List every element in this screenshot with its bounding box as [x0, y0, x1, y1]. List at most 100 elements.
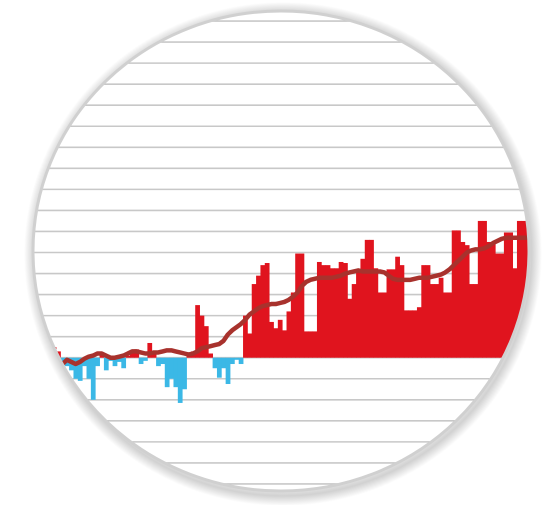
- bar: [499, 253, 505, 358]
- bar: [308, 331, 314, 358]
- bar: [360, 258, 366, 358]
- bar: [395, 256, 400, 358]
- bar: [164, 357, 170, 388]
- bar: [43, 357, 48, 362]
- bar: [330, 268, 335, 358]
- bar: [177, 357, 183, 403]
- bar: [343, 263, 348, 358]
- bar: [282, 330, 287, 358]
- bar: [216, 357, 222, 378]
- bar: [195, 305, 200, 358]
- bar: [221, 357, 227, 369]
- bar: [516, 220, 522, 358]
- bar: [173, 357, 179, 388]
- bar: [73, 357, 79, 379]
- bar: [212, 357, 218, 369]
- bar: [60, 357, 66, 362]
- bar: [430, 284, 435, 358]
- smoothed-line: [33, 235, 529, 380]
- bar: [338, 261, 344, 358]
- bar: [408, 310, 414, 358]
- bar: [447, 292, 453, 358]
- bar: [451, 230, 457, 358]
- bar: [243, 315, 248, 358]
- bar: [443, 292, 448, 358]
- bar: [38, 357, 44, 371]
- bar: [347, 298, 353, 358]
- bar: [316, 261, 322, 358]
- bar: [273, 328, 279, 358]
- bar: [412, 310, 418, 358]
- bar: [247, 333, 253, 358]
- bar: [34, 357, 40, 396]
- bar-series: [33, 220, 529, 403]
- bar: [256, 275, 261, 358]
- bar: [386, 269, 392, 358]
- bar: [390, 269, 396, 358]
- bar: [208, 353, 214, 358]
- bar: [33, 357, 35, 386]
- bar: [469, 284, 474, 358]
- bar: [512, 268, 518, 358]
- bar: [238, 357, 244, 365]
- bar: [351, 284, 357, 358]
- bar: [269, 321, 274, 358]
- bar: [325, 265, 331, 358]
- lens-rim: [31, 9, 531, 493]
- bar: [251, 284, 257, 358]
- bar: [434, 284, 440, 358]
- bar: [116, 357, 122, 362]
- bar: [416, 307, 422, 358]
- bar: [77, 357, 83, 381]
- bar: [425, 265, 431, 358]
- bar: [473, 284, 479, 358]
- bar: [495, 253, 500, 358]
- lens-background: [33, 11, 529, 491]
- bar: [290, 292, 296, 358]
- bar: [90, 357, 96, 400]
- bar: [503, 232, 509, 358]
- bar: [130, 351, 135, 358]
- bar: [286, 311, 292, 358]
- bar: [295, 253, 300, 358]
- bar: [303, 331, 309, 358]
- bar: [508, 232, 514, 358]
- bar: [373, 268, 379, 358]
- bar: [356, 269, 361, 358]
- bar: [121, 357, 127, 369]
- bar: [321, 265, 327, 358]
- bar: [86, 357, 92, 379]
- bar: [421, 265, 427, 358]
- bar: [112, 357, 118, 367]
- bar: [143, 357, 148, 361]
- bar: [103, 357, 109, 371]
- bar: [182, 357, 187, 390]
- bar: [277, 319, 283, 358]
- bar: [230, 357, 235, 365]
- bar: [477, 220, 483, 358]
- bar: [95, 357, 100, 367]
- bar: [364, 239, 370, 358]
- bar: [521, 220, 527, 358]
- bar: [399, 265, 405, 358]
- bar: [260, 265, 266, 358]
- bar: [369, 239, 374, 358]
- bar: [82, 357, 87, 367]
- bar: [299, 253, 305, 358]
- bar: [382, 292, 387, 358]
- bar: [334, 268, 340, 358]
- bar: [203, 326, 209, 358]
- bar: [138, 357, 144, 365]
- bar: [377, 292, 383, 358]
- bar: [160, 357, 166, 365]
- bar: [456, 230, 461, 358]
- bar: [464, 245, 470, 358]
- bar: [486, 241, 492, 358]
- bar: [312, 331, 318, 358]
- bar: [99, 354, 105, 358]
- bar: [460, 241, 466, 358]
- bar: [403, 310, 409, 358]
- bar: [169, 357, 174, 379]
